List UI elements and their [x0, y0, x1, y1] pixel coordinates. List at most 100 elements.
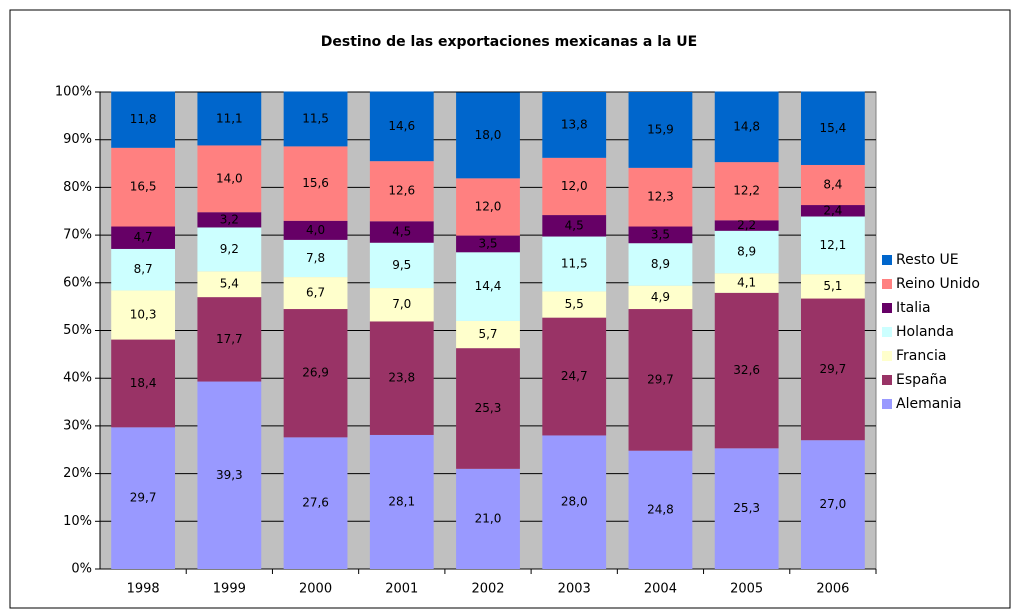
y-tick-label: 70%: [63, 228, 92, 243]
x-tick-label: 2000: [299, 582, 332, 597]
legend-swatch: [882, 375, 892, 385]
data-label: 21,0: [475, 511, 502, 525]
bar-segment: [111, 226, 176, 249]
data-label: 23,8: [388, 371, 415, 385]
legend-swatch: [882, 255, 892, 265]
bar-segment: [111, 427, 176, 569]
bar-segment: [456, 235, 520, 253]
legend-swatch: [882, 279, 892, 289]
bar-segment: [800, 216, 865, 275]
data-label: 11,5: [561, 256, 588, 270]
data-label: 27,0: [820, 497, 847, 511]
x-tick-label: 2003: [558, 582, 591, 597]
data-label: 13,8: [561, 117, 588, 131]
data-label: 14,0: [216, 171, 243, 185]
data-label: 4,5: [392, 224, 411, 238]
bar-segment: [628, 226, 693, 244]
data-label: 3,2: [220, 212, 239, 226]
bar-segment: [800, 440, 865, 569]
x-tick-label: 2005: [730, 582, 763, 597]
data-label: 29,7: [130, 491, 157, 505]
legend-swatch: [882, 303, 892, 313]
data-label: 12,0: [561, 179, 588, 193]
data-label: 27,6: [302, 496, 329, 510]
bar-segment: [456, 252, 520, 321]
y-tick-label: 100%: [55, 85, 92, 100]
bar-segment: [542, 317, 607, 436]
data-label: 9,2: [220, 242, 239, 256]
data-label: 11,1: [216, 111, 243, 125]
x-tick-label: 2002: [471, 582, 504, 597]
data-label: 24,7: [561, 369, 588, 383]
bar-segment: [197, 92, 262, 146]
data-label: 12,2: [733, 184, 760, 198]
data-label: 3,5: [478, 236, 497, 250]
data-label: 16,5: [130, 180, 157, 194]
legend-swatch: [882, 351, 892, 361]
bar-segment: [628, 167, 693, 227]
data-label: 12,6: [388, 184, 415, 198]
bar-segment: [197, 227, 262, 272]
y-tick-label: 80%: [63, 180, 92, 195]
bar-segment: [369, 242, 434, 289]
bar-segment: [283, 220, 348, 240]
data-label: 39,3: [216, 468, 243, 482]
bar-segment: [111, 91, 176, 148]
chart-title: Destino de las exportaciones mexicanas a…: [321, 34, 698, 50]
bar-segment: [456, 468, 520, 569]
bar-segment: [714, 220, 779, 231]
bar-segment: [714, 448, 779, 569]
bar-segment: [456, 92, 520, 179]
bar-segment: [628, 243, 693, 286]
legend-label: Resto UE: [896, 252, 959, 268]
bar-segment: [714, 292, 779, 449]
data-label: 15,4: [820, 121, 847, 135]
data-label: 7,8: [306, 251, 325, 265]
data-label: 8,4: [823, 178, 842, 192]
data-label: 28,0: [561, 495, 588, 509]
data-label: 14,6: [388, 119, 415, 133]
bar-segment: [197, 297, 262, 382]
data-label: 29,7: [820, 362, 847, 376]
legend-swatch: [882, 399, 892, 409]
bar-segment: [283, 239, 348, 278]
bar-segment: [714, 230, 779, 274]
bar-segment: [111, 147, 176, 227]
bar-segment: [628, 92, 693, 168]
data-label: 24,8: [647, 502, 674, 516]
bar-segment: [714, 91, 779, 163]
bar-segment: [800, 205, 865, 217]
data-label: 11,8: [130, 112, 157, 126]
data-label: 12,3: [647, 190, 674, 204]
bar-segment: [628, 450, 693, 569]
y-tick-label: 60%: [63, 275, 92, 290]
bar-segment: [542, 236, 607, 292]
bar-segment: [456, 320, 520, 349]
x-tick-label: 1998: [127, 582, 160, 597]
data-label: 3,5: [651, 227, 670, 241]
bar-segment: [369, 288, 434, 322]
bar-segment: [197, 212, 262, 228]
bar-segment: [456, 348, 520, 469]
data-label: 4,0: [306, 223, 325, 237]
data-label: 25,3: [733, 501, 760, 515]
data-label: 26,9: [302, 366, 329, 380]
data-label: 5,5: [565, 297, 584, 311]
bar-segment: [800, 91, 865, 165]
y-tick-label: 0%: [71, 562, 92, 577]
bar-segment: [714, 273, 779, 293]
data-label: 4,1: [737, 276, 756, 290]
x-tick-label: 2001: [385, 582, 418, 597]
data-label: 2,4: [823, 203, 842, 217]
data-label: 8,9: [651, 257, 670, 271]
data-label: 28,1: [388, 494, 415, 508]
data-label: 10,3: [130, 307, 157, 321]
bar-segment: [197, 381, 262, 569]
data-label: 6,7: [306, 286, 325, 300]
bar-segment: [800, 298, 865, 441]
legend-swatch: [882, 327, 892, 337]
bar-segment: [197, 145, 262, 213]
bar-segment: [283, 91, 348, 147]
legend-label: Alemania: [896, 396, 962, 412]
x-tick-label: 2004: [644, 582, 677, 597]
